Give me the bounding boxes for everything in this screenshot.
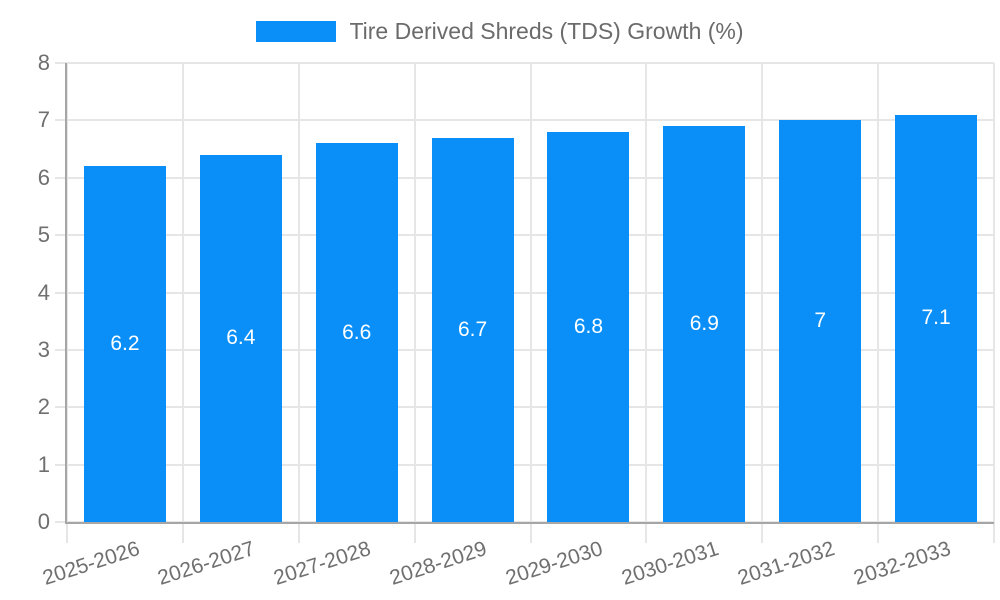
y-tick-label: 2	[37, 394, 50, 420]
x-axis-line	[65, 522, 994, 524]
x-tick-label: 2026-2027	[155, 537, 258, 590]
y-gridline	[55, 291, 994, 294]
y-gridline	[55, 119, 994, 122]
bar: 6.2	[83, 166, 166, 522]
x-gridline	[877, 63, 880, 543]
bar-value-label: 6.6	[342, 320, 372, 344]
y-gridline	[55, 406, 994, 409]
x-gridline	[413, 63, 416, 543]
y-gridline	[55, 463, 994, 466]
y-tick-label: 1	[37, 451, 50, 477]
y-tick-label: 3	[37, 336, 50, 362]
x-gridline	[529, 63, 532, 543]
y-axis-line	[65, 63, 67, 522]
x-gridline	[761, 63, 764, 543]
x-gridline	[645, 63, 648, 543]
bar-value-label: 6.4	[226, 326, 256, 350]
y-gridline	[55, 62, 994, 64]
bar-value-label: 7	[814, 309, 827, 333]
bar: 6.7	[431, 137, 514, 522]
y-tick-label: 5	[37, 222, 50, 248]
bar-value-label: 6.2	[110, 332, 140, 356]
x-tick-label: 2028-2029	[387, 537, 490, 590]
bar-value-label: 6.8	[573, 314, 604, 338]
x-tick-label: 2032-2033	[850, 537, 954, 590]
y-gridline	[55, 234, 994, 237]
bar: 6.6	[315, 143, 398, 522]
legend-swatch	[256, 20, 337, 42]
x-gridline	[297, 63, 300, 543]
x-tick-label: 2029-2030	[502, 537, 606, 590]
y-tick-label: 4	[37, 279, 50, 305]
x-tick-label: 2030-2031	[618, 537, 722, 590]
bar: 7	[779, 120, 862, 522]
bar: 7.1	[895, 114, 978, 522]
bar-value-label: 6.9	[689, 312, 719, 336]
bar-value-label: 6.7	[457, 317, 488, 341]
y-tick-label: 6	[37, 164, 50, 190]
x-gridline	[181, 63, 184, 543]
bar: 6.4	[199, 154, 282, 522]
x-tick-label: 2025-2026	[39, 537, 143, 590]
y-tick-label: 7	[37, 107, 50, 133]
x-tick-label: 2031-2032	[734, 537, 838, 590]
bar: 6.9	[663, 126, 746, 522]
y-gridline	[55, 176, 994, 179]
bar: 6.8	[547, 131, 630, 522]
chart-legend[interactable]: Tire Derived Shreds (TDS) Growth (%)	[0, 17, 1000, 45]
bar-value-label: 7.1	[921, 306, 951, 330]
y-gridline	[55, 348, 994, 351]
x-gridline	[993, 63, 995, 543]
legend-label: Tire Derived Shreds (TDS) Growth (%)	[349, 18, 744, 44]
x-gridline	[66, 63, 68, 543]
y-tick-label: 8	[37, 50, 50, 75]
x-tick-label: 2027-2028	[271, 537, 374, 590]
y-tick-label: 0	[37, 509, 50, 534]
